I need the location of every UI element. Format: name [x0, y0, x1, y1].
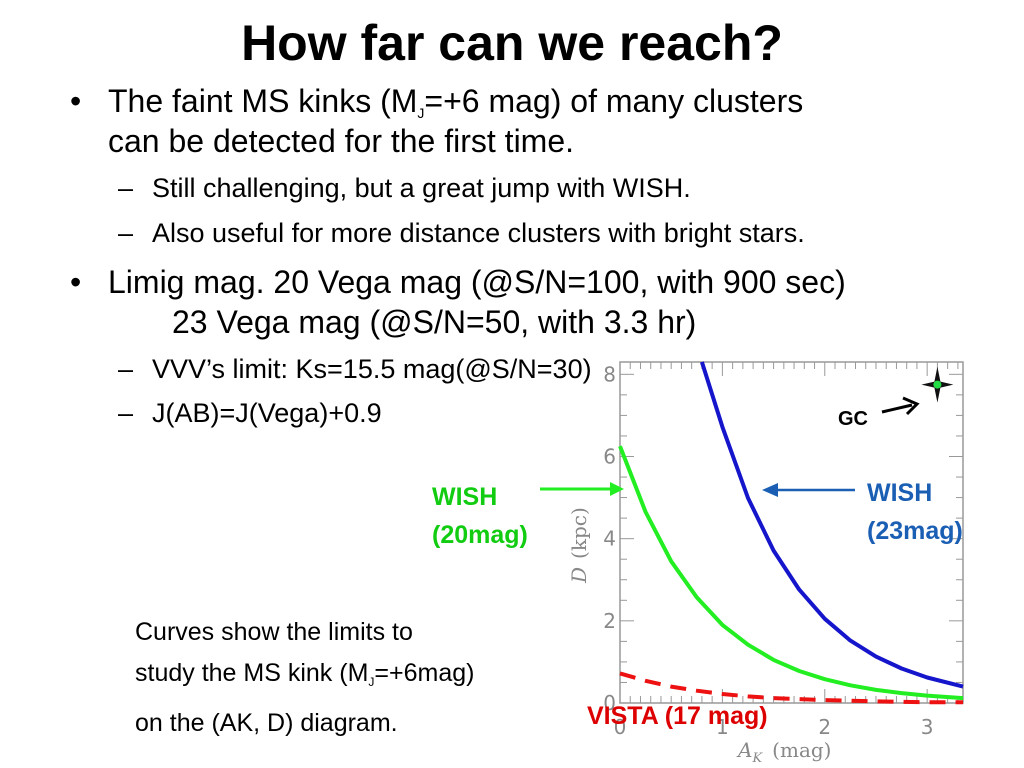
curves [618, 361, 964, 705]
sub-dash: – [118, 218, 134, 248]
x-tick-label: 0 [614, 715, 627, 739]
wish23-label: WISH (23mag) [867, 474, 963, 550]
x-axis-unit: (mag) [772, 738, 831, 762]
x-tick-label: 3 [921, 715, 934, 739]
chart-caption: Curves show the limits to study the MS k… [135, 612, 474, 744]
y-tick-label: 4 [603, 527, 616, 551]
vista-label: VISTA (17 mag) [587, 702, 768, 730]
wish20-label-line1: WISH [432, 483, 498, 511]
y-axis-var: D [567, 567, 591, 584]
bullet-dot: • [70, 264, 82, 300]
caption-line2: study the MS kink (MJ=+6mag) [135, 653, 474, 703]
wish23-label-line2: (23mag) [867, 517, 963, 545]
x-tick-label: 2 [818, 715, 831, 739]
y-axis-unit: (kpc) [567, 507, 591, 559]
bullet-text-kinks: The faint MS kinks (MJ=+6 mag) of many c… [108, 82, 803, 132]
gc-star-core [933, 380, 942, 389]
y-tick-label: 0 [603, 691, 616, 715]
bullet-text-kinks-line2: can be detected for the first time. [108, 123, 575, 159]
wish23-label-line1: WISH [867, 479, 933, 507]
bullet-text-limit: Limig mag. 20 Vega mag (@S/N=100, with 9… [108, 264, 846, 300]
sub-bullet-distance: Also useful for more distance clusters w… [152, 218, 805, 248]
tick-labels: 0 1 2 3 0 2 4 6 8 [603, 362, 933, 739]
sub-dash: – [118, 173, 134, 203]
wish20-arrow [540, 482, 624, 496]
slide-title: How far can we reach? [241, 15, 783, 71]
x-tick-label: 1 [716, 715, 729, 739]
gc-label: GC [838, 408, 868, 430]
caption-subscript-j: J [368, 675, 375, 689]
gc-star-icon [921, 366, 954, 403]
bullet-text-part: The faint MS kinks (M [108, 83, 418, 119]
wish20-label-line2: (20mag) [432, 521, 528, 549]
subscript-j: J [417, 105, 425, 121]
y-tick-label: 8 [603, 362, 616, 386]
y-axis-label: D (kpc) [567, 507, 591, 584]
minor-ticks [619, 362, 963, 704]
x-axis-sub: K [751, 751, 763, 766]
sub-bullet-challenging: Still challenging, but a great jump with… [152, 173, 691, 203]
caption-part: =+6mag) [374, 659, 475, 687]
vista-curve [619, 671, 963, 705]
caption-line1: Curves show the limits to [135, 618, 413, 646]
sub-dash: – [118, 398, 134, 428]
y-tick-label: 6 [603, 444, 616, 468]
y-tick-label: 2 [603, 609, 616, 633]
bullet-text-limit-line2: 23 Vega mag (@S/N=50, with 3.3 hr) [172, 304, 697, 340]
bullet-text-part: =+6 mag) of many clusters [424, 83, 804, 119]
x-axis-label: AK (mag) [736, 738, 831, 766]
bullet-dot: • [70, 83, 82, 119]
sub-bullet-jab: J(AB)=J(Vega)+0.9 [152, 398, 382, 428]
sub-bullet-vvv: VVV’s limit: Ks=15.5 mag(@S/N=30) [152, 354, 592, 384]
wish20-label: WISH (20mag) [432, 478, 528, 554]
sub-dash: – [118, 354, 134, 384]
wish20-curve [618, 445, 964, 701]
wish23-curve [699, 361, 964, 689]
x-axis-var: A [736, 738, 752, 762]
plot-frame [619, 361, 964, 704]
caption-line3: on the (AK, D) diagram. [135, 709, 398, 737]
caption-part: study the MS kink (M [135, 659, 369, 687]
gc-arrow [881, 396, 920, 416]
wish23-arrow [762, 483, 855, 497]
